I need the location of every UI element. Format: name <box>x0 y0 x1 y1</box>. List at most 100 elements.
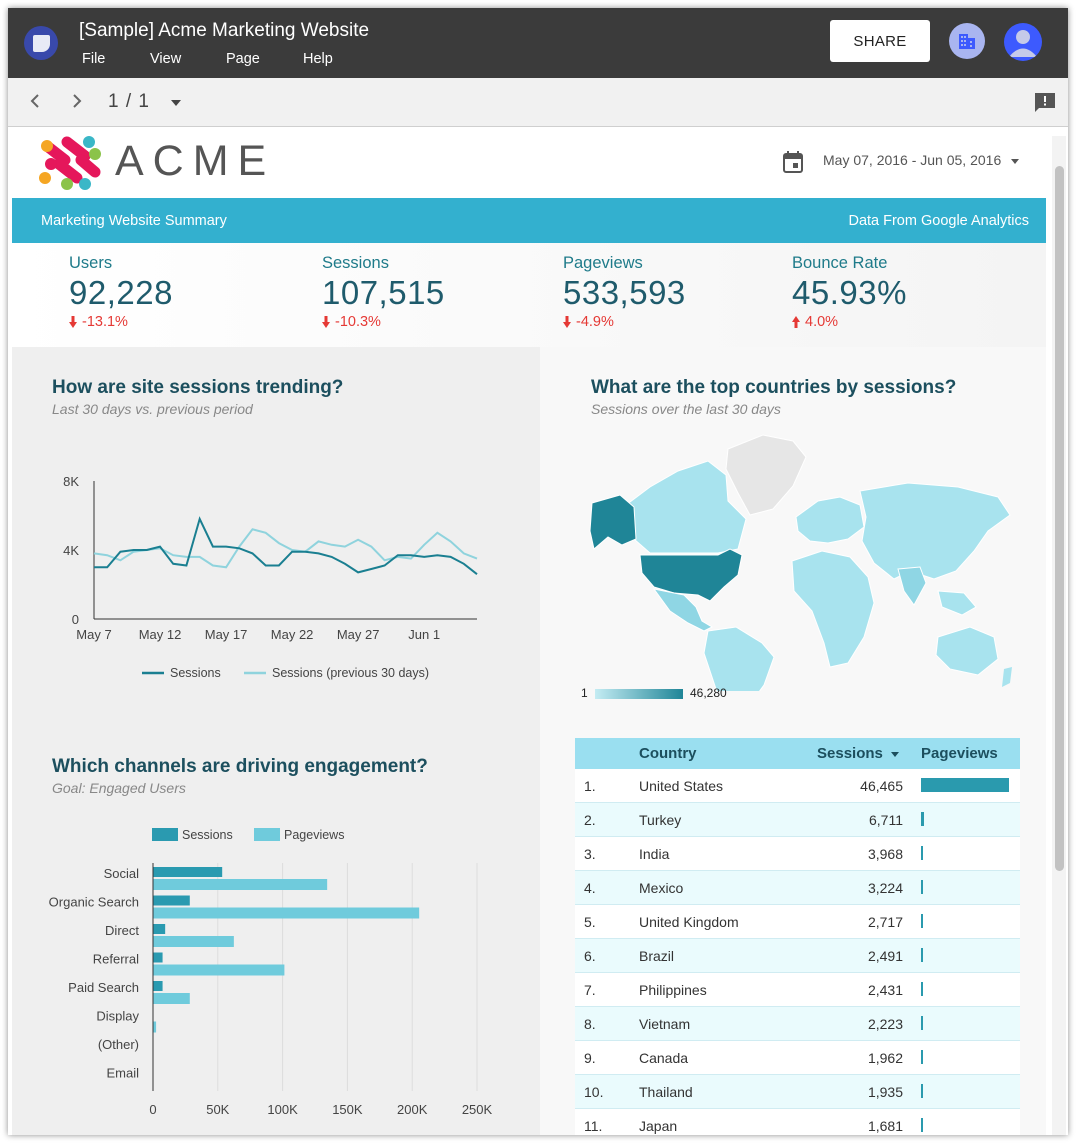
page-dropdown-icon[interactable] <box>171 100 181 106</box>
row-sessions: 2,491 <box>867 948 903 964</box>
row-sessions: 46,465 <box>860 778 903 794</box>
row-pageviews-bar <box>921 846 923 860</box>
table-row[interactable]: 8. Vietnam 2,223 <box>575 1007 1020 1041</box>
channels-chart-subtitle: Goal: Engaged Users <box>52 780 186 796</box>
y-tick-label: 0 <box>72 612 79 627</box>
table-row[interactable]: 6. Brazil 2,491 <box>575 939 1020 973</box>
column-header-sessions[interactable]: Sessions <box>817 745 883 762</box>
trend-chart-title: How are site sessions trending? <box>52 377 344 398</box>
legend-label-pageviews: Pageviews <box>284 828 344 842</box>
app-header: [Sample] Acme Marketing Website File Vie… <box>8 8 1068 78</box>
row-pageviews-bar <box>921 1050 923 1064</box>
row-country: Brazil <box>639 948 675 964</box>
map-africa[interactable] <box>791 550 875 668</box>
user-avatar-icon[interactable] <box>1004 23 1042 61</box>
scrollbar-thumb[interactable] <box>1055 166 1064 871</box>
map-southeast-asia[interactable] <box>937 590 977 616</box>
row-rank: 10. <box>584 1084 604 1100</box>
channels-bar-chart[interactable]: 0 50K 100K 150K 200K 250K Social Organic Search… <box>12 807 540 1135</box>
kpi-value: 92,228 <box>69 274 173 311</box>
bar-pageviews <box>153 1021 157 1033</box>
table-row[interactable]: 10. Thailand 1,935 <box>575 1075 1020 1109</box>
x-tick-label: 200K <box>397 1102 428 1117</box>
kpi-change-value: -4.9% <box>576 314 614 330</box>
row-country: Mexico <box>639 880 684 896</box>
category-label: Direct <box>105 923 139 938</box>
map-canada[interactable] <box>625 460 747 554</box>
map-asia[interactable] <box>859 482 1011 580</box>
kpi-value: 45.93% <box>792 274 907 311</box>
countries-title: What are the top countries by sessions? <box>591 377 957 398</box>
row-pageviews-bar <box>921 1118 923 1132</box>
table-row[interactable]: 7. Philippines 2,431 <box>575 973 1020 1007</box>
category-label: Social <box>104 866 140 881</box>
map-europe[interactable] <box>795 496 865 544</box>
table-row[interactable]: 3. India 3,968 <box>575 837 1020 871</box>
row-rank: 2. <box>584 812 596 828</box>
legend-label-sessions: Sessions <box>170 666 221 680</box>
row-country: United States <box>639 778 724 794</box>
page-nav-bar: 1 / 1 <box>8 78 1068 127</box>
legend-swatch-pageviews <box>254 828 280 841</box>
kpi-pageviews[interactable]: Pageviews 533,593 -4.9% <box>563 254 686 330</box>
next-page-icon[interactable] <box>67 91 87 111</box>
bar-sessions <box>153 924 166 934</box>
x-tick-label: 0 <box>149 1102 156 1117</box>
table-row[interactable]: 11. Japan 1,681 <box>575 1109 1020 1135</box>
feedback-icon[interactable] <box>1034 92 1056 113</box>
map-mexico[interactable] <box>652 588 714 632</box>
date-range-selector[interactable]: May 07, 2016 - Jun 05, 2016 <box>823 152 1002 168</box>
calendar-icon[interactable] <box>783 151 803 173</box>
map-alaska[interactable] <box>589 494 637 550</box>
row-pageviews-bar <box>921 1016 923 1030</box>
menu-page[interactable]: Page <box>226 51 260 67</box>
map-united-states[interactable] <box>639 548 743 602</box>
column-header-pageviews[interactable]: Pageviews <box>921 745 998 762</box>
bar-pageviews <box>153 936 234 947</box>
row-rank: 5. <box>584 914 596 930</box>
share-button[interactable]: SHARE <box>830 20 930 62</box>
kpi-users[interactable]: Users 92,228 -13.1% <box>69 254 173 330</box>
table-row[interactable]: 9. Canada 1,962 <box>575 1041 1020 1075</box>
table-row[interactable]: 4. Mexico 3,224 <box>575 871 1020 905</box>
menu-help[interactable]: Help <box>303 51 333 67</box>
row-rank: 1. <box>584 778 596 794</box>
page-indicator[interactable]: 1 / 1 <box>108 91 150 112</box>
row-country: Canada <box>639 1050 689 1066</box>
map-australia[interactable] <box>935 626 999 676</box>
menu-file[interactable]: File <box>82 51 106 67</box>
menu-view[interactable]: View <box>150 51 182 67</box>
map-south-america[interactable] <box>703 626 775 691</box>
row-rank: 9. <box>584 1050 596 1066</box>
x-tick-label: May 22 <box>271 627 314 642</box>
x-tick-label: May 12 <box>139 627 182 642</box>
table-row[interactable]: 1. United States 46,465 <box>575 769 1020 803</box>
y-tick-label: 8K <box>63 474 79 489</box>
row-rank: 8. <box>584 1016 596 1032</box>
organization-icon[interactable] <box>949 23 985 59</box>
table-row[interactable]: 2. Turkey 6,711 <box>575 803 1020 837</box>
x-tick-label: 250K <box>462 1102 493 1117</box>
previous-page-icon[interactable] <box>25 91 45 111</box>
bar-pageviews <box>153 907 420 919</box>
sort-desc-icon[interactable] <box>891 752 899 757</box>
row-pageviews-bar <box>921 914 923 928</box>
kpi-bounce-rate[interactable]: Bounce Rate 45.93% 4.0% <box>792 254 907 330</box>
map-new-zealand[interactable] <box>1002 667 1012 687</box>
column-header-country[interactable]: Country <box>639 745 697 762</box>
legend-label-sessions: Sessions <box>182 828 233 842</box>
report-title[interactable]: [Sample] Acme Marketing Website <box>79 20 370 41</box>
kpi-label: Pageviews <box>563 254 643 272</box>
x-tick-label: May 17 <box>205 627 248 642</box>
left-panel: How are site sessions trending? Last 30 … <box>12 347 540 1135</box>
map-greenland[interactable] <box>725 434 807 516</box>
kpi-sessions[interactable]: Sessions 107,515 -10.3% <box>322 254 445 330</box>
row-pageviews-bar <box>921 1084 923 1098</box>
map-india[interactable] <box>897 566 927 606</box>
table-row[interactable]: 5. United Kingdom 2,717 <box>575 905 1020 939</box>
date-range-dropdown-icon[interactable] <box>1011 159 1019 164</box>
channels-chart-title: Which channels are driving engagement? <box>52 756 428 777</box>
data-studio-logo-icon[interactable] <box>24 26 58 60</box>
world-geo-map[interactable] <box>578 431 1018 691</box>
